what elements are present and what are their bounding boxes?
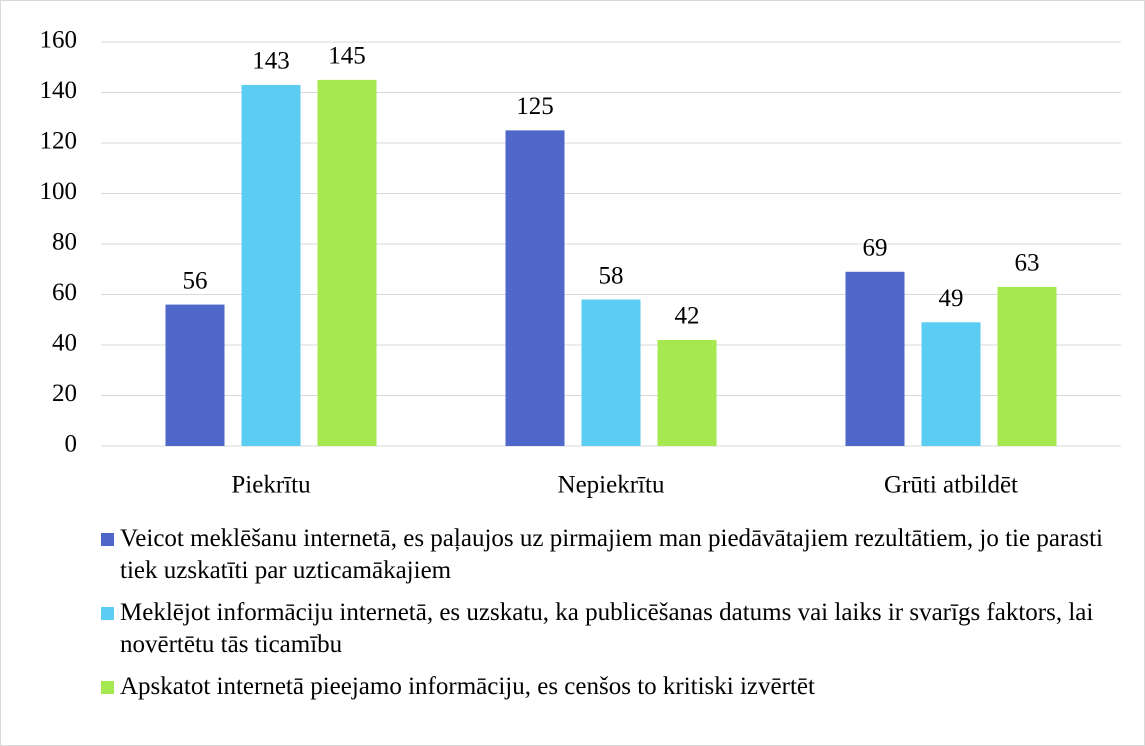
- legend-label: Veicot meklēšanu internetā, es paļaujos …: [120, 525, 1103, 584]
- bar: [657, 339, 717, 446]
- data-label: 56: [183, 267, 208, 294]
- data-label: 58: [599, 262, 624, 289]
- data-label: 125: [516, 93, 554, 120]
- y-tick-label: 100: [40, 178, 78, 205]
- bar: [317, 79, 377, 446]
- legend-item: Meklējot informāciju internetā, es uzska…: [101, 597, 1111, 661]
- x-tick-label: Piekrītu: [231, 472, 311, 499]
- plot: 0 20 40 60 80 100 120 140 160 Piekrītu 56 143 145 Nep…: [40, 27, 1121, 499]
- y-tick-label: 0: [65, 431, 78, 458]
- y-tick-label: 80: [52, 229, 77, 256]
- x-tick-label: Grūti atbildēt: [884, 472, 1018, 499]
- bar: [921, 322, 981, 446]
- data-label: 143: [252, 48, 290, 75]
- y-tick-label: 40: [52, 330, 77, 357]
- y-tick-label: 120: [40, 128, 78, 155]
- x-tick-label: Nepiekrītu: [558, 472, 665, 499]
- bar: [997, 286, 1057, 446]
- bar: [581, 299, 641, 446]
- data-label: 63: [1015, 250, 1040, 277]
- data-label: 145: [328, 43, 366, 70]
- y-tick-label: 60: [52, 279, 77, 306]
- legend-label: Apskatot internetā pieejamo informāciju,…: [120, 673, 815, 700]
- y-tick-label: 160: [40, 27, 78, 54]
- legend-item: Apskatot internetā pieejamo informāciju,…: [101, 671, 1111, 703]
- y-tick-label: 20: [52, 380, 77, 407]
- legend-swatch: [101, 681, 114, 694]
- legend: Veicot meklēšanu internetā, es paļaujos …: [101, 523, 1111, 713]
- bar: [241, 84, 301, 447]
- data-label: 49: [939, 285, 964, 312]
- legend-swatch: [101, 533, 114, 546]
- y-tick-label: 140: [40, 77, 78, 104]
- data-label: 69: [863, 235, 888, 262]
- legend-label: Meklējot informāciju internetā, es uzska…: [120, 599, 1094, 658]
- bar: [165, 304, 225, 446]
- bar: [505, 130, 565, 446]
- legend-swatch: [101, 607, 114, 620]
- bar: [845, 271, 905, 446]
- legend-item: Veicot meklēšanu internetā, es paļaujos …: [101, 523, 1111, 587]
- data-label: 42: [675, 303, 700, 330]
